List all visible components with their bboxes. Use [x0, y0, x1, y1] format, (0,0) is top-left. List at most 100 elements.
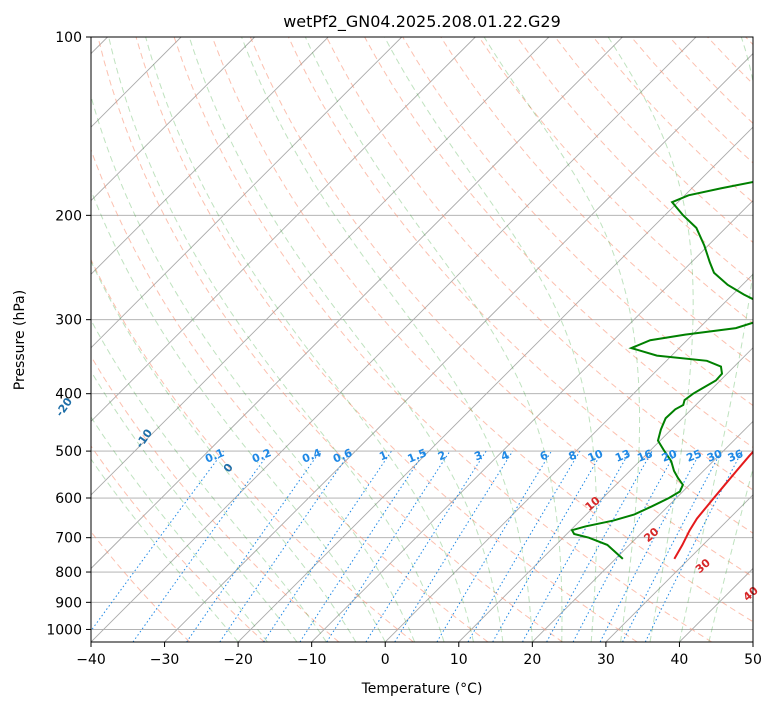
dry-adiabat-line — [592, 37, 753, 204]
dry-adiabat-line — [249, 37, 753, 578]
mixing-ratio-label: 13 — [613, 447, 632, 465]
moist-adiabat-line — [91, 188, 386, 642]
y-tick-label: 300 — [55, 313, 82, 329]
x-tick-label: 40 — [671, 652, 689, 668]
dry-adiabat-line — [440, 37, 753, 365]
dry-adiabat-line — [91, 258, 414, 642]
mixing-ratio-line — [394, 450, 514, 642]
y-tick-label: 100 — [55, 30, 82, 46]
line-labels: 0.10.20.40.611.52346810131620253036-100-… — [53, 395, 761, 604]
mixing-ratio-line — [365, 450, 487, 642]
moist-adiabat-line — [607, 37, 694, 642]
dry-adiabat-line — [91, 148, 489, 642]
dry-adiabat-line — [707, 37, 753, 85]
mixing-ratio-label: 0.4 — [300, 446, 323, 465]
mixing-ratio-line — [644, 450, 743, 642]
dry-adiabat-line — [97, 37, 563, 642]
isotherm-line — [91, 37, 623, 570]
mixing-ratio-line — [132, 450, 271, 642]
dry-adiabat-line — [669, 37, 753, 125]
moist-adiabat-line — [145, 37, 474, 642]
dry-adiabat-line — [554, 37, 753, 244]
x-tick-label: 50 — [744, 652, 762, 668]
dry-adiabat-line — [478, 37, 753, 324]
mixing-ratio-label: 4 — [499, 448, 511, 463]
mixing-ratio-label: 1.5 — [406, 446, 429, 465]
isotherm-line — [91, 37, 697, 642]
moist-adiabat-line — [91, 319, 327, 642]
x-tick-label: −10 — [297, 652, 327, 668]
moist-adiabat-line — [241, 37, 533, 642]
dewpoint-profile-line — [570, 180, 753, 560]
isotherm-line — [679, 567, 753, 642]
mixing-ratio-line — [522, 450, 631, 642]
moist-adiabat-line — [304, 37, 563, 642]
isotherm-line — [91, 37, 550, 496]
isotherm-line — [605, 494, 753, 642]
dry-adiabat-line — [91, 445, 265, 642]
isotherm-line — [237, 126, 753, 642]
x-tick-label: −40 — [76, 652, 106, 668]
dry-adiabat-line — [745, 37, 753, 46]
mixing-ratio-label: 30 — [705, 447, 724, 465]
dry-adiabat-line — [287, 37, 753, 534]
y-tick-label: 1000 — [46, 622, 82, 638]
axes: −40 −30 −20 −10 0 10 20 30 40 5010020030040050060… — [46, 30, 762, 668]
mixing-ratio-label: 36 — [726, 447, 745, 465]
mixing-ratio-line — [599, 450, 702, 642]
y-axis-label: Pressure (hPa) — [12, 290, 28, 390]
isotherm-line — [752, 641, 753, 642]
mixing-ratio-label: 0.1 — [203, 446, 226, 465]
moist-adiabat-line — [188, 37, 504, 642]
isotherm-line — [458, 347, 753, 642]
mixing-ratio-label: 2 — [436, 448, 448, 463]
dry-adiabat-line — [91, 355, 340, 642]
mixing-ratio-line — [572, 450, 677, 642]
x-tick-label: 0 — [381, 652, 390, 668]
moist-adiabat-line — [708, 466, 753, 642]
dry-adiabat-line — [516, 37, 753, 284]
chart-title: wetPf2_GN04.2025.208.01.22.G29 — [283, 12, 561, 32]
x-tick-label: 10 — [450, 652, 468, 668]
data-lines — [570, 180, 753, 560]
dry-adiabat-line — [173, 37, 713, 642]
x-tick-label: −20 — [223, 652, 253, 668]
moist-adiabat-label: 10 — [583, 494, 603, 514]
mixing-ratio-label: 3 — [472, 448, 484, 463]
isotherm-line — [91, 37, 476, 422]
x-tick-label: 30 — [597, 652, 615, 668]
y-tick-label: 800 — [55, 565, 82, 581]
y-tick-label: 400 — [55, 387, 82, 403]
mixing-ratio-line — [91, 450, 224, 632]
isotherm-line — [384, 273, 753, 642]
temperature-profile-line — [673, 450, 753, 560]
y-tick-label: 700 — [55, 531, 82, 547]
moist-adiabat-line — [384, 37, 598, 642]
mixing-ratio-label: 8 — [567, 448, 579, 463]
y-tick-label: 200 — [55, 208, 82, 224]
isotherm-line — [91, 37, 329, 275]
mixing-ratio-label: 10 — [586, 447, 605, 465]
moist-adiabat-line — [91, 458, 239, 642]
isotherm-line — [311, 200, 753, 642]
background-lines — [91, 37, 753, 642]
x-tick-label: 20 — [523, 652, 541, 668]
mixing-ratio-label: 25 — [685, 447, 704, 465]
dry-adiabat-line — [91, 531, 191, 642]
isotherm-line — [91, 37, 255, 202]
dry-adiabat-label: 0 — [221, 461, 236, 475]
mixing-ratio-label: 1 — [377, 448, 389, 463]
mixing-ratio-line — [299, 450, 426, 642]
y-tick-label: 500 — [55, 444, 82, 460]
plot-frame — [90, 36, 754, 643]
moist-adiabat-line — [91, 416, 268, 642]
dry-adiabat-line — [211, 37, 753, 623]
isotherm-line — [164, 52, 753, 642]
moist-adiabat-line — [678, 37, 753, 642]
isotherm-line — [532, 420, 753, 642]
y-tick-label: 900 — [55, 595, 82, 611]
moist-adiabat-line — [91, 94, 416, 642]
y-tick-label: 600 — [55, 491, 82, 507]
moist-adiabat-line — [108, 37, 445, 642]
